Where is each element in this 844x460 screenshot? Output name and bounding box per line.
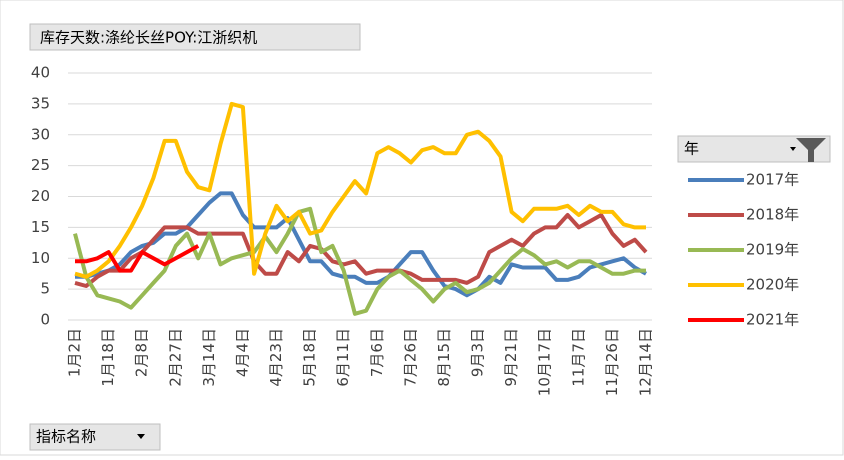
legend-label: 2018年 [746,206,799,224]
y-tick-label: 20 [31,187,50,205]
x-tick-label: 9月21日 [502,328,520,387]
y-tick-label: 0 [40,311,50,329]
x-tick-label: 4月23日 [267,328,285,387]
dropdown-arrow [137,434,145,439]
y-tick-label: 35 [31,94,50,112]
field-button-label: 指标名称 [36,428,96,446]
legend-label: 2017年 [746,171,799,189]
x-tick-label: 11月7日 [569,328,587,387]
y-tick-label: 40 [31,64,50,82]
dropdown-arrow [790,147,796,151]
series-line [75,244,200,273]
x-tick-label: 6月11日 [334,328,352,387]
series-line [73,206,646,316]
x-tick-label: 8月15日 [435,328,453,387]
y-tick-label: 30 [31,125,50,143]
x-tick-label: 4月4日 [233,328,251,377]
legend-title: 年 [684,140,699,158]
x-tick-label: 1月2日 [66,328,84,377]
field-button[interactable] [29,423,161,451]
x-tick-label: 2月27日 [166,328,184,387]
x-tick-label: 10月17日 [536,328,554,396]
title-button[interactable] [29,23,361,51]
x-tick-label: 2月8日 [133,328,151,377]
x-tick-label: 11月26日 [603,328,621,396]
x-tick-label: 9月3日 [469,328,487,377]
series-line [75,191,647,298]
filter-icon [796,138,826,162]
x-tick-label: 1月18日 [99,328,117,387]
legend-label: 2020年 [746,276,799,294]
x-tick-label: 7月26日 [401,328,419,387]
y-tick-label: 25 [31,156,50,174]
x-tick-label: 7月6日 [368,328,386,377]
y-tick-label: 15 [31,218,50,236]
x-tick-label: 3月14日 [200,328,218,387]
y-tick-label: 10 [31,249,50,267]
series-line [74,101,646,279]
y-tick-label: 5 [40,280,50,298]
series-line [74,213,648,288]
x-tick-label: 5月18日 [301,328,319,387]
legend-label: 2019年 [746,241,799,259]
chart-title: 库存天数:涤纶长丝POY:江浙织机 [40,29,257,47]
x-tick-label: 12月14日 [637,328,655,396]
legend-label: 2021年 [746,311,799,329]
